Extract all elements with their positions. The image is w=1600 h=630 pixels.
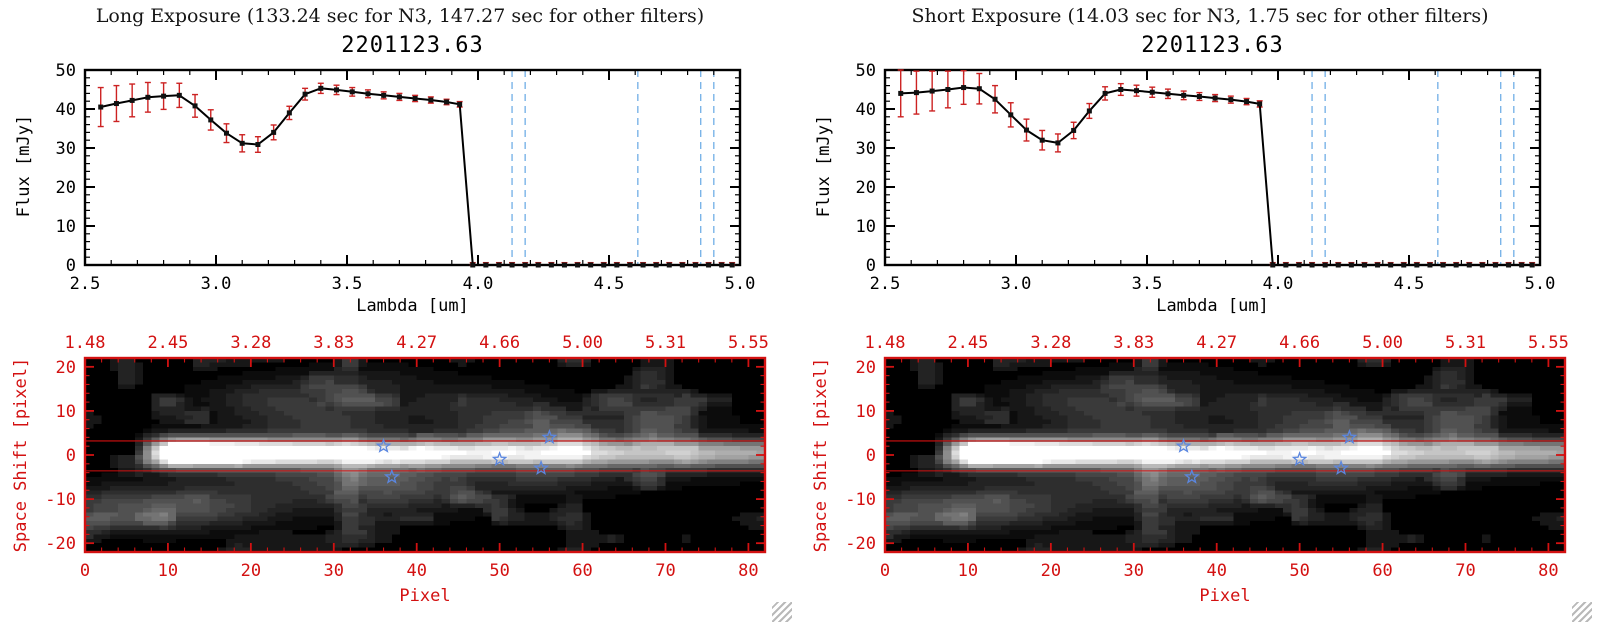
svg-text:20: 20 xyxy=(1041,561,1061,581)
svg-text:2.45: 2.45 xyxy=(147,333,188,353)
svg-text:10: 10 xyxy=(856,217,876,237)
svg-text:3.83: 3.83 xyxy=(313,333,354,353)
svg-text:4.27: 4.27 xyxy=(1196,333,1237,353)
svg-text:-20: -20 xyxy=(845,534,876,554)
svg-text:4.66: 4.66 xyxy=(1279,333,1320,353)
svg-text:5.0: 5.0 xyxy=(725,274,756,294)
svg-text:0: 0 xyxy=(880,561,890,581)
svg-text:5.55: 5.55 xyxy=(1528,333,1569,353)
svg-text:80: 80 xyxy=(1538,561,1558,581)
svg-text:10: 10 xyxy=(958,561,978,581)
svg-text:30: 30 xyxy=(324,561,344,581)
panel-short-exposure: Short Exposure (14.03 sec for N3, 1.75 s… xyxy=(800,0,1600,630)
svg-text:70: 70 xyxy=(655,561,675,581)
svg-text:2.5: 2.5 xyxy=(870,274,901,294)
svg-text:4.27: 4.27 xyxy=(396,333,437,353)
svg-text:40: 40 xyxy=(406,561,426,581)
svg-text:1.48: 1.48 xyxy=(865,333,906,353)
panel-title: Short Exposure (14.03 sec for N3, 1.75 s… xyxy=(911,5,1489,27)
svg-text:4.5: 4.5 xyxy=(594,274,625,294)
svg-text:10: 10 xyxy=(56,402,76,422)
svg-text:3.5: 3.5 xyxy=(332,274,363,294)
svg-text:0: 0 xyxy=(66,446,76,466)
svg-text:3.0: 3.0 xyxy=(1001,274,1032,294)
resize-grip-icon[interactable] xyxy=(1572,602,1592,622)
spectral-2d-image xyxy=(885,358,1565,552)
svg-text:60: 60 xyxy=(1372,561,1392,581)
svg-text:10: 10 xyxy=(856,402,876,422)
spectrum-xlabel: Lambda [um] xyxy=(1156,296,1269,316)
svg-text:60: 60 xyxy=(572,561,592,581)
svg-text:3.28: 3.28 xyxy=(230,333,271,353)
svg-text:30: 30 xyxy=(856,139,876,159)
svg-text:10: 10 xyxy=(56,217,76,237)
svg-text:3.5: 3.5 xyxy=(1132,274,1163,294)
svg-text:2.45: 2.45 xyxy=(947,333,988,353)
svg-text:40: 40 xyxy=(1206,561,1226,581)
svg-text:1.48: 1.48 xyxy=(65,333,106,353)
spectrum-ylabel: Flux [mJy] xyxy=(14,114,34,218)
spectral-2d-image xyxy=(85,358,765,552)
svg-text:3.83: 3.83 xyxy=(1113,333,1154,353)
resize-grip-icon[interactable] xyxy=(772,602,792,622)
spectrum-plot: 2.5 3.0 3.5 4.0 4.5 5.0 0 10 20 30 40 50 xyxy=(56,61,756,294)
svg-text:3.28: 3.28 xyxy=(1030,333,1071,353)
svg-text:5.55: 5.55 xyxy=(728,333,769,353)
spectrum-title: 2201123.63 xyxy=(341,33,484,58)
svg-text:50: 50 xyxy=(56,61,76,81)
svg-text:5.31: 5.31 xyxy=(645,333,686,353)
image-ylabel: Space Shift [pixel] xyxy=(811,357,831,553)
svg-text:5.0: 5.0 xyxy=(1525,274,1556,294)
panel-long-exposure: Long Exposure (133.24 sec for N3, 147.27… xyxy=(11,5,792,622)
svg-text:20: 20 xyxy=(56,178,76,198)
svg-text:20: 20 xyxy=(241,561,261,581)
image-ylabel: Space Shift [pixel] xyxy=(11,357,31,553)
svg-text:4.66: 4.66 xyxy=(479,333,520,353)
svg-text:20: 20 xyxy=(856,178,876,198)
svg-text:4.0: 4.0 xyxy=(1263,274,1294,294)
svg-text:3.0: 3.0 xyxy=(201,274,232,294)
panel-title: Long Exposure (133.24 sec for N3, 147.27… xyxy=(95,5,705,27)
svg-text:-10: -10 xyxy=(45,490,76,510)
svg-text:0: 0 xyxy=(66,256,76,276)
svg-text:4.5: 4.5 xyxy=(1394,274,1425,294)
svg-text:5.00: 5.00 xyxy=(562,333,603,353)
image-xlabel: Pixel xyxy=(399,586,451,606)
svg-text:40: 40 xyxy=(856,100,876,120)
svg-text:5.00: 5.00 xyxy=(1362,333,1403,353)
svg-text:-20: -20 xyxy=(45,534,76,554)
svg-text:50: 50 xyxy=(856,61,876,81)
svg-text:80: 80 xyxy=(738,561,758,581)
svg-text:4.0: 4.0 xyxy=(463,274,494,294)
spectrum-plot: 2.5 3.0 3.5 4.0 4.5 5.0 0 10 20 30 40 50 xyxy=(856,61,1556,294)
svg-text:70: 70 xyxy=(1455,561,1475,581)
svg-text:20: 20 xyxy=(56,358,76,378)
svg-text:40: 40 xyxy=(56,100,76,120)
image-xlabel: Pixel xyxy=(1199,586,1251,606)
svg-text:30: 30 xyxy=(1124,561,1144,581)
svg-text:-10: -10 xyxy=(845,490,876,510)
svg-text:0: 0 xyxy=(866,446,876,466)
svg-text:0: 0 xyxy=(866,256,876,276)
svg-text:10: 10 xyxy=(158,561,178,581)
svg-text:50: 50 xyxy=(489,561,509,581)
svg-text:0: 0 xyxy=(80,561,90,581)
svg-text:20: 20 xyxy=(856,358,876,378)
spectrum-ylabel: Flux [mJy] xyxy=(814,114,834,218)
svg-text:5.31: 5.31 xyxy=(1445,333,1486,353)
spectrum-title: 2201123.63 xyxy=(1141,33,1284,58)
spectrum-xlabel: Lambda [um] xyxy=(356,296,469,316)
svg-text:30: 30 xyxy=(56,139,76,159)
svg-text:50: 50 xyxy=(1289,561,1309,581)
svg-text:2.5: 2.5 xyxy=(70,274,101,294)
